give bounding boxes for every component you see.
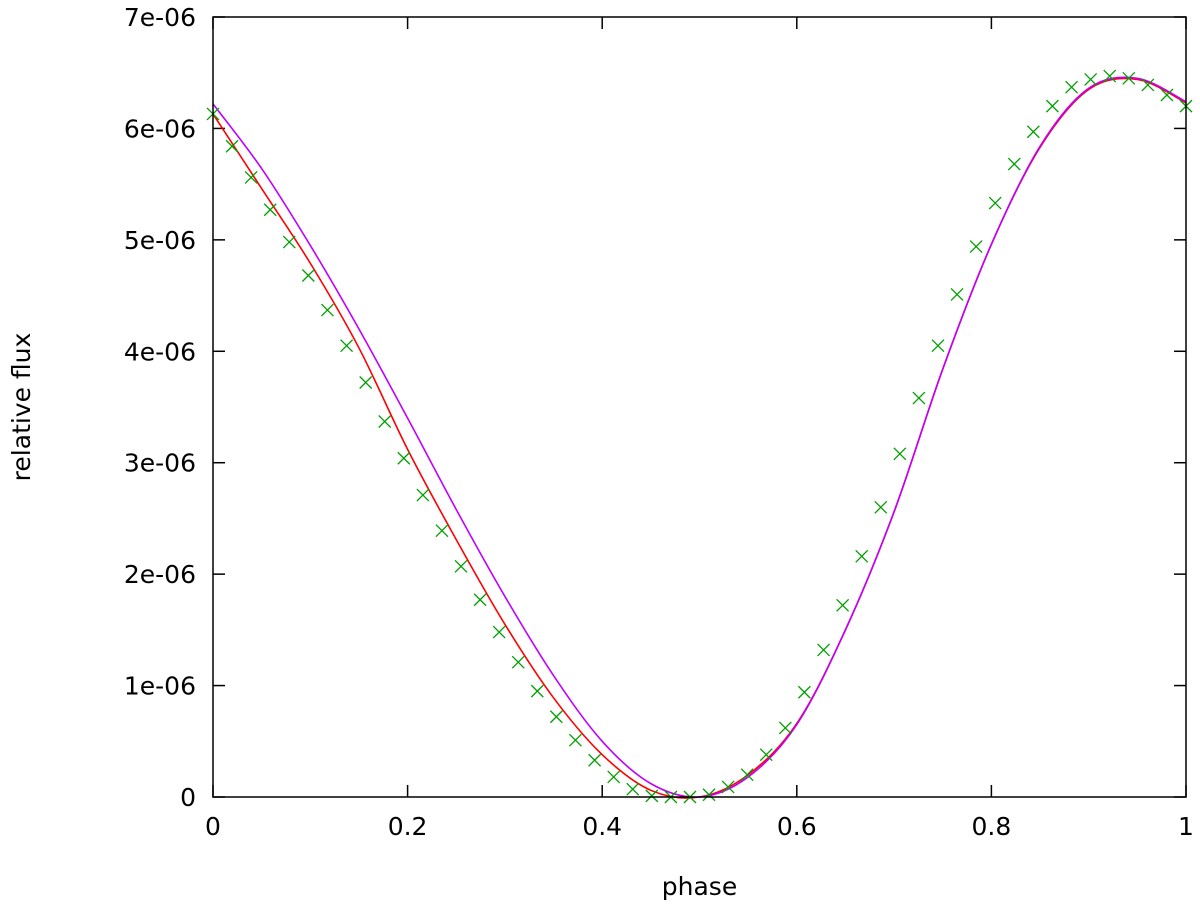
x-tick-label: 0.2 xyxy=(388,812,428,841)
data-point-marker xyxy=(702,788,716,802)
data-point-marker xyxy=(549,710,563,724)
x-tick-label: 0 xyxy=(205,812,221,841)
data-point-marker xyxy=(855,549,869,563)
y-tick-label: 5e-06 xyxy=(124,226,196,255)
data-point-marker xyxy=(435,524,449,538)
data-point-marker xyxy=(588,753,602,767)
data-point-marker xyxy=(416,488,430,502)
series-line-2 xyxy=(212,76,1187,798)
data-point-marker xyxy=(397,451,411,465)
y-tick-label: 0 xyxy=(180,783,196,812)
ticks-layer: 0 0.2 0.4 0.6 0.8 1 0 1e-06 2e-06 3e-06 4e-06 5e-06… xyxy=(124,3,1194,841)
data-point-marker xyxy=(721,780,735,794)
data-point-marker xyxy=(473,593,487,607)
data-point-marker xyxy=(607,770,621,784)
data-point-marker xyxy=(530,684,544,698)
data-point-marker xyxy=(912,391,926,405)
y-axis-title: relative flux xyxy=(7,333,36,482)
data-point-marker xyxy=(263,203,277,217)
data-point-marker xyxy=(454,559,468,573)
y-tick-label: 3e-06 xyxy=(124,449,196,478)
data-point-marker xyxy=(1026,125,1040,139)
data-point-marker xyxy=(1084,72,1098,86)
x-tick-label: 0.8 xyxy=(972,812,1012,841)
data-point-marker xyxy=(626,782,640,796)
data-point-marker xyxy=(492,625,506,639)
data-point-marker xyxy=(1045,99,1059,113)
data-point-marker xyxy=(1141,78,1155,92)
data-point-marker xyxy=(988,196,1002,210)
data-point-marker xyxy=(778,721,792,735)
data-point-marker xyxy=(645,789,659,803)
y-tick-label: 1e-06 xyxy=(124,672,196,701)
y-tick-label: 7e-06 xyxy=(124,3,196,32)
y-tick-label: 6e-06 xyxy=(124,114,196,143)
x-tick-label: 0.6 xyxy=(777,812,817,841)
x-tick-label: 1 xyxy=(1178,812,1194,841)
data-point-marker xyxy=(511,655,525,669)
data-point-marker xyxy=(1065,80,1079,94)
y-tick-label: 2e-06 xyxy=(124,560,196,589)
data-point-marker xyxy=(359,376,373,389)
series-layer xyxy=(206,69,1193,804)
x-axis-title: phase xyxy=(662,872,737,901)
data-point-marker xyxy=(817,643,831,657)
data-point-marker xyxy=(797,685,811,699)
data-point-marker xyxy=(759,748,773,762)
data-point-marker xyxy=(969,240,983,254)
data-point-marker xyxy=(893,447,907,461)
data-point-marker xyxy=(836,598,850,612)
series-line-1 xyxy=(212,77,1187,799)
y-tick-label: 4e-06 xyxy=(124,337,196,366)
data-point-marker xyxy=(931,339,945,353)
data-point-marker xyxy=(874,500,888,514)
data-point-marker xyxy=(225,139,239,153)
x-tick-label: 0.4 xyxy=(582,812,622,841)
data-point-marker xyxy=(378,415,392,428)
plot-frame xyxy=(212,16,1187,798)
data-point-marker xyxy=(1122,71,1136,85)
data-point-marker xyxy=(244,170,258,184)
data-point-marker xyxy=(1103,69,1117,83)
data-point-marker xyxy=(1160,88,1174,102)
data-point-marker xyxy=(301,269,315,282)
data-point-marker xyxy=(740,768,754,782)
data-point-marker xyxy=(340,339,354,353)
data-point-marker xyxy=(1007,157,1021,171)
data-point-marker xyxy=(568,733,582,747)
data-point-marker xyxy=(282,235,296,249)
data-point-marker xyxy=(320,303,334,317)
data-point-marker xyxy=(950,287,964,301)
